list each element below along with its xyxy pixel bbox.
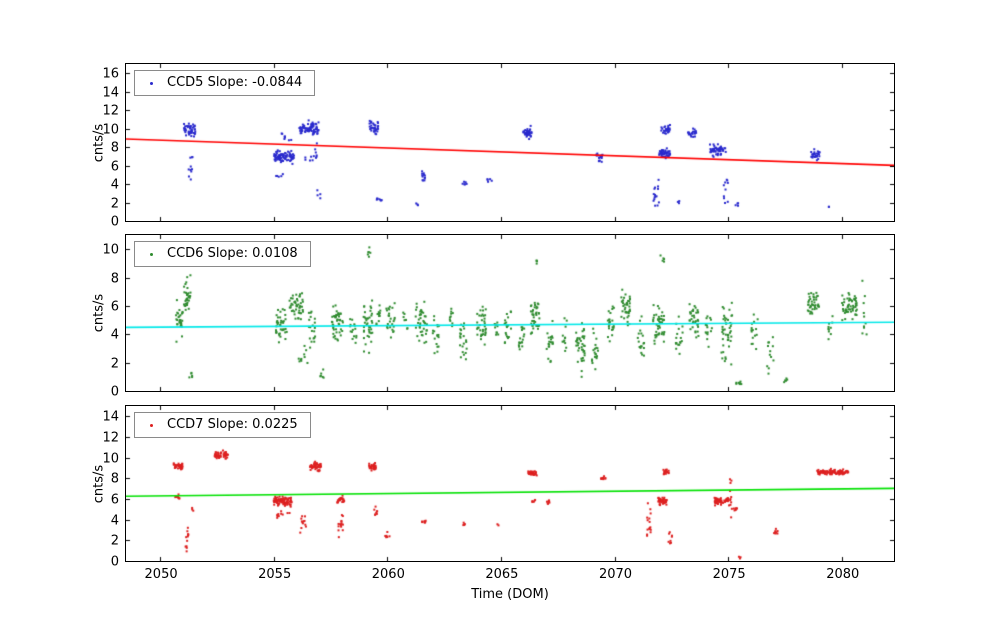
legend-marker-icon: [150, 81, 153, 85]
y-tick-label: 10: [102, 242, 119, 258]
subplot-ccd6: CCD6 Slope: 0.0108 cnts/s 0 2 4 6 8 10: [92, 234, 895, 399]
legend-marker-icon: [150, 423, 153, 427]
legend-ccd5: CCD5 Slope: -0.0844: [134, 70, 316, 96]
x-tick-label: 2070: [598, 567, 633, 582]
y-tick-label: 0: [110, 214, 119, 230]
subplot-ccd7: CCD7 Slope: 0.0225 cnts/s 0 2 4 6 8 10 12 14 20…: [92, 405, 895, 602]
y-tick-label: 2: [110, 356, 119, 372]
x-tick-label: 2075: [712, 567, 746, 582]
x-tick-label: 2050: [144, 567, 178, 582]
legend-ccd7: CCD7 Slope: 0.0225: [134, 412, 311, 438]
x-tick-label: 2055: [258, 567, 292, 582]
y-tick-label: 0: [110, 554, 119, 570]
x-tick-label: 2080: [826, 567, 860, 582]
legend-ccd6: CCD6 Slope: 0.0108: [134, 241, 311, 267]
y-tick-label: 4: [110, 177, 119, 193]
legend-label: CCD5 Slope: -0.0844: [167, 75, 303, 90]
y-tick-label: 4: [110, 327, 119, 343]
y-axis-label: cnts/s: [91, 464, 107, 503]
y-tick-label: 10: [102, 451, 119, 467]
y-tick-label: 2: [110, 196, 119, 212]
y-tick-label: 8: [110, 471, 119, 487]
x-axis-label: Time (DOM): [471, 587, 549, 602]
legend-label: CCD7 Slope: 0.0225: [167, 417, 298, 432]
legend-label: CCD6 Slope: 0.0108: [167, 246, 298, 261]
y-tick-label: 4: [110, 513, 119, 529]
y-tick-label: 16: [102, 66, 119, 82]
x-tick-label: 2060: [371, 567, 405, 582]
y-tick-label: 12: [102, 430, 119, 446]
y-tick-label: 0: [110, 384, 119, 400]
y-tick-label: 14: [102, 85, 119, 101]
y-tick-label: 8: [110, 140, 119, 156]
y-tick-label: 2: [110, 533, 119, 549]
subplot-ccd5: CCD5 Slope: -0.0844 cnts/s 0 2 4 6 8 10 12 14 16: [92, 63, 895, 229]
y-tick-label: 12: [102, 103, 119, 119]
y-tick-label: 6: [110, 159, 119, 175]
y-tick-label: 6: [110, 299, 119, 315]
y-tick-label: 14: [102, 409, 119, 425]
y-tick-label: 8: [110, 271, 119, 287]
y-tick-label: 6: [110, 492, 119, 508]
legend-marker-icon: [150, 252, 153, 256]
y-axis-label: cnts/s: [91, 293, 107, 333]
x-tick-label: 2065: [485, 567, 519, 582]
y-tick-label: 10: [102, 122, 119, 138]
